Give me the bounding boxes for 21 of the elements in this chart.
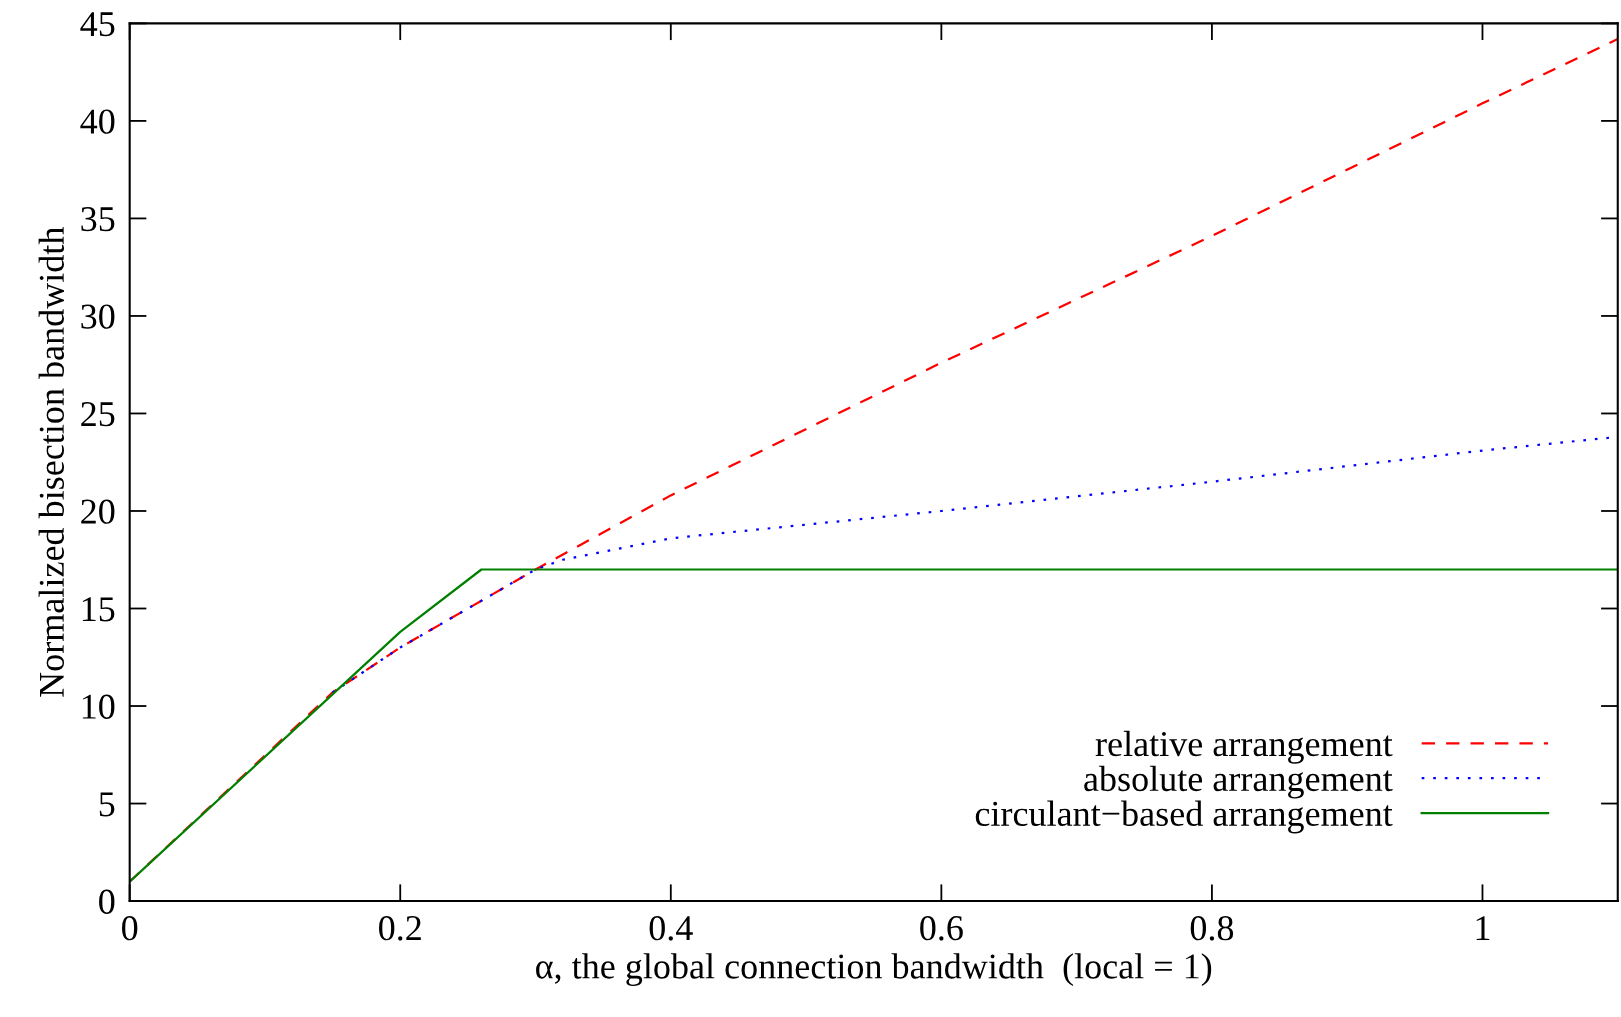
x-tick-label: 0.2 <box>379 915 421 941</box>
y-tick-label: 10 <box>82 694 115 719</box>
legend-label: circulant−based arrangement <box>975 800 1393 834</box>
legend-label: absolute arrangement <box>1084 765 1393 799</box>
y-tick-label: 30 <box>81 304 115 329</box>
y-tick-label: 45 <box>80 12 115 37</box>
y-tick-label: 35 <box>81 207 115 232</box>
y-tick-label: 40 <box>80 109 115 134</box>
y-tick-label: 25 <box>81 402 115 427</box>
x-tick-label: 0.6 <box>920 915 963 941</box>
y-tick-label: 20 <box>81 499 115 524</box>
x-tick-label: 0.4 <box>649 915 693 941</box>
x-tick-label: 1 <box>1476 916 1490 941</box>
x-tick-label: 0.8 <box>1190 915 1234 941</box>
y-tick-label: 15 <box>82 597 115 622</box>
y-axis-title: Normalized bisection bandwidth <box>38 227 65 697</box>
x-axis-title: α, the global connection bandwidth (local = 1) <box>536 953 1212 987</box>
y-tick-label: 5 <box>99 792 115 817</box>
legend-label: relative arrangement <box>1095 730 1393 764</box>
x-tick-label: 0 <box>122 915 138 941</box>
y-tick-label: 0 <box>99 889 115 914</box>
